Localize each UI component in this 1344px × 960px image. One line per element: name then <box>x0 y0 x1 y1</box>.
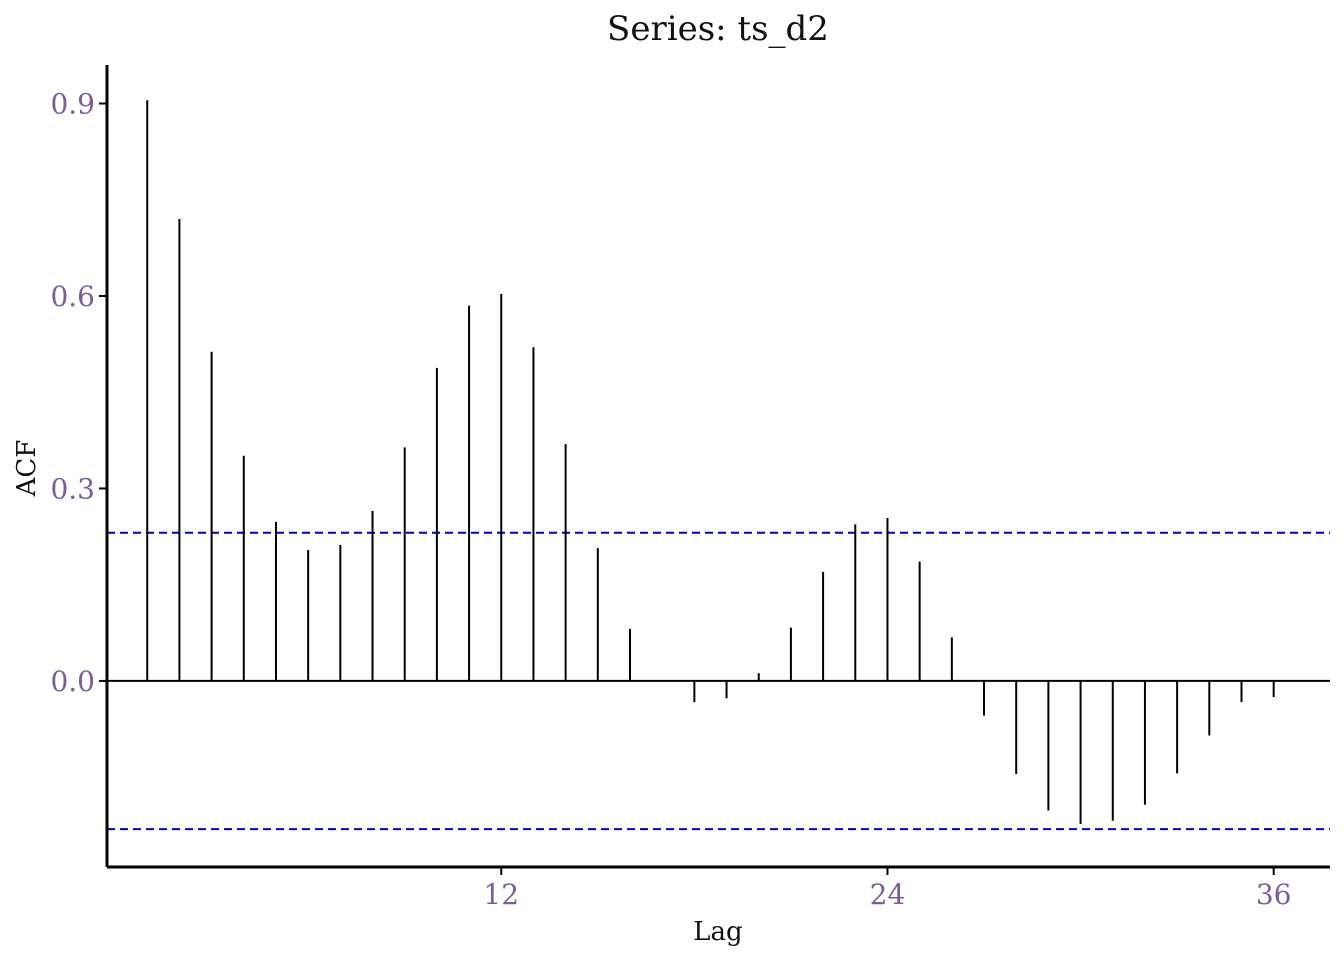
x-tick-label: 36 <box>1256 878 1292 911</box>
x-tick-label: 24 <box>870 878 906 911</box>
y-tick-label: 0.6 <box>50 280 95 313</box>
y-tick-label: 0.3 <box>50 472 95 505</box>
x-tick-label: 12 <box>483 878 519 911</box>
y-tick-label: 0.9 <box>50 87 95 120</box>
plot-area: 0.0 0.3 0.6 0.9 12 24 36 <box>50 65 1330 911</box>
y-axis-label: ACF <box>12 440 42 498</box>
y-tick-label: 0.0 <box>50 665 95 698</box>
x-axis-label: Lag <box>693 917 742 947</box>
chart-title: Series: ts_d2 <box>607 9 829 49</box>
